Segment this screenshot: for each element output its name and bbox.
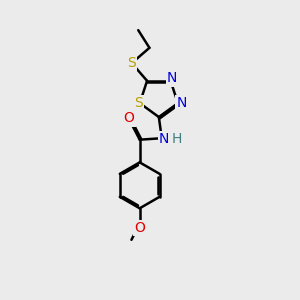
- Text: N: N: [176, 96, 187, 110]
- Text: O: O: [124, 112, 134, 125]
- Text: N: N: [159, 132, 169, 146]
- Text: H: H: [171, 132, 182, 146]
- Text: N: N: [167, 71, 177, 85]
- Text: O: O: [134, 221, 145, 235]
- Text: S: S: [128, 56, 136, 70]
- Text: S: S: [134, 96, 143, 110]
